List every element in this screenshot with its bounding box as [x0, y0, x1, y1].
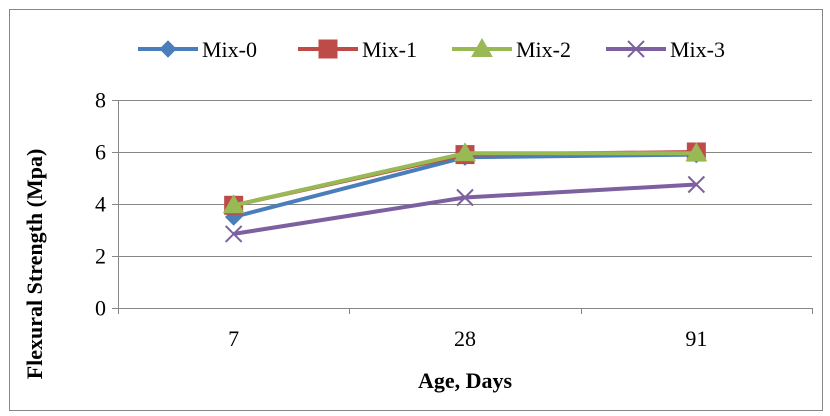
data-point-mix-2	[222, 194, 245, 214]
marker-stroke	[456, 188, 474, 207]
y-tick-label: 8	[95, 88, 106, 113]
x-tick-label: 28	[454, 326, 476, 351]
y-tick-label: 2	[95, 244, 106, 269]
legend-entry-mix-2: Mix-2	[452, 37, 571, 62]
x-tick-label: 7	[228, 326, 239, 351]
legend: Mix-0 Mix-1 Mix-2 Mix-3	[138, 37, 725, 62]
legend-marker	[318, 39, 338, 59]
data-point-mix-3	[224, 225, 243, 243]
legend-marker	[471, 37, 493, 57]
legend-label: Mix-3	[670, 37, 725, 62]
legend-marker	[627, 40, 645, 58]
x-tick-label: 91	[685, 326, 707, 351]
legend-label: Mix-2	[516, 37, 571, 62]
chart-border	[9, 9, 823, 411]
legend-entry-mix-1: Mix-1	[298, 37, 417, 62]
axes: 0 2 4 6 8 7 28 91	[95, 88, 813, 351]
y-tick-label: 6	[95, 140, 106, 165]
legend-marker	[159, 40, 177, 58]
data-point-mix-3	[456, 188, 474, 207]
legend-entry-mix-0: Mix-0	[138, 37, 257, 62]
y-tick-label: 0	[95, 296, 106, 321]
marker-stroke	[627, 40, 645, 58]
marker-stroke	[224, 225, 243, 243]
legend-entry-mix-3: Mix-3	[606, 37, 725, 62]
data-point-mix-2	[685, 142, 708, 162]
data-point-mix-2	[454, 142, 476, 162]
data-point-mix-3	[687, 175, 706, 194]
legend-label: Mix-1	[362, 37, 417, 62]
y-tick-label: 4	[95, 192, 106, 217]
series-lines	[222, 142, 708, 243]
legend-label: Mix-0	[202, 37, 257, 62]
y-axis-title: Flexural Strength (Mpa)	[22, 149, 47, 380]
marker-stroke	[687, 175, 706, 194]
x-axis-title: Age, Days	[418, 368, 513, 393]
